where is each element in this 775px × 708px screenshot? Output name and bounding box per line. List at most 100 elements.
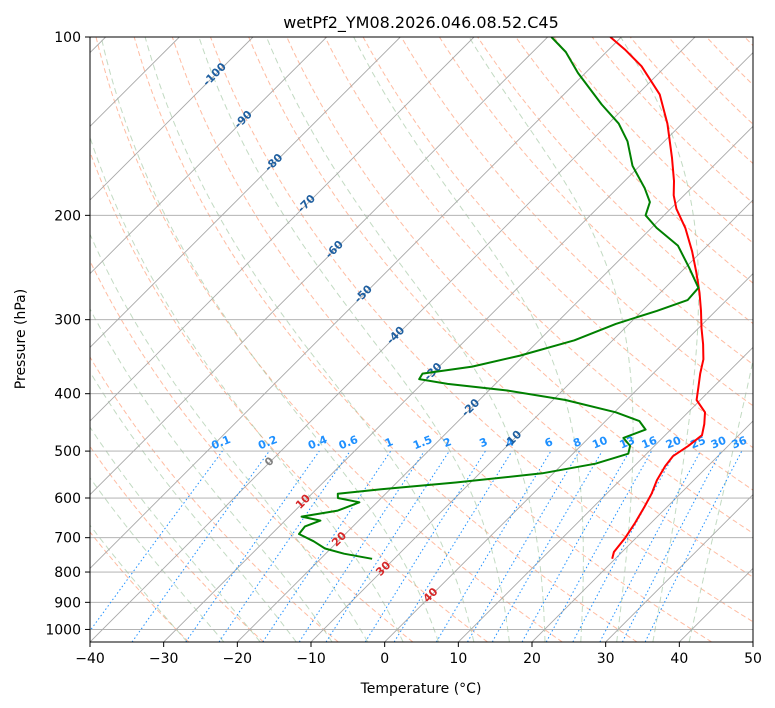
x-tick-label: 50 bbox=[744, 651, 762, 667]
mixing-ratio-line bbox=[90, 450, 223, 632]
isotherm-line bbox=[90, 37, 622, 569]
isotherm-line bbox=[605, 494, 753, 642]
moist-adiabat bbox=[90, 308, 333, 642]
moist-adiabat bbox=[198, 37, 510, 642]
x-tick-label: 30 bbox=[597, 651, 615, 667]
moist-adiabat-label: 10 bbox=[293, 491, 313, 511]
y-tick-label: 800 bbox=[54, 565, 81, 581]
x-tick-label: 40 bbox=[670, 651, 688, 667]
mixing-ratio-line bbox=[298, 450, 425, 642]
mixing-ratio-label: 1 bbox=[383, 435, 395, 450]
y-tick-label: 1000 bbox=[45, 622, 81, 638]
isotherm-line bbox=[237, 125, 753, 642]
mixing-ratio-label: 16 bbox=[640, 434, 659, 452]
mixing-ratio-line bbox=[325, 450, 450, 642]
dry-adiabat bbox=[133, 37, 638, 642]
isotherm-line bbox=[458, 346, 753, 642]
moist-adiabat bbox=[100, 37, 439, 642]
dry-adiabat bbox=[210, 37, 753, 623]
dry-adiabat bbox=[515, 37, 753, 284]
x-tick-label: −20 bbox=[223, 651, 253, 667]
x-axis-label: Temperature (°C) bbox=[360, 681, 482, 697]
y-tick-label: 700 bbox=[54, 531, 81, 547]
isotherm-line bbox=[163, 52, 753, 642]
isotherm-label: -60 bbox=[323, 238, 346, 261]
x-axis: −40 −30 −20 −10 0 10 20 30 40 50 bbox=[75, 642, 762, 667]
isotherm-line bbox=[90, 37, 327, 275]
mixing-ratio-label: 0.1 bbox=[210, 433, 233, 452]
mixing-ratio-line bbox=[644, 450, 743, 642]
isotherm-label: -40 bbox=[384, 324, 407, 347]
x-tick-label: 20 bbox=[523, 651, 541, 667]
moist-adiabat bbox=[90, 426, 261, 642]
x-tick-label: 0 bbox=[380, 651, 389, 667]
isotherm-line bbox=[384, 273, 753, 642]
dry-adiabat bbox=[591, 37, 753, 204]
moist-adiabat-label: 20 bbox=[329, 529, 349, 549]
dry-adiabat bbox=[90, 259, 414, 642]
isotherm-line bbox=[90, 37, 401, 348]
isotherm-line bbox=[752, 641, 753, 642]
isotherm-line bbox=[310, 199, 753, 642]
x-tick-label: −30 bbox=[149, 651, 179, 667]
isotherm-line bbox=[90, 37, 548, 496]
dry-adiabat bbox=[90, 150, 488, 642]
mixing-ratio-label: 20 bbox=[664, 434, 683, 452]
mixing-ratio-line bbox=[435, 450, 552, 642]
moist-adiabat bbox=[90, 135, 404, 642]
y-tick-label: 400 bbox=[54, 387, 81, 403]
mixing-ratio-label: 8 bbox=[571, 435, 583, 450]
moist-adiabat bbox=[468, 37, 634, 642]
isotherm-label: -50 bbox=[352, 282, 375, 305]
y-tick-label: 200 bbox=[54, 208, 81, 224]
mixing-ratio-line bbox=[393, 450, 513, 642]
isotherm-label: -70 bbox=[295, 192, 318, 215]
mixing-ratio-label: 3 bbox=[477, 435, 489, 450]
plot-area: 0.1 0.2 0.4 0.6 1 1.5 2 3 4 6 8 10 13 16 20 25 30 36-100-… bbox=[90, 37, 753, 642]
dry-adiabat bbox=[90, 531, 190, 642]
dry-adiabat bbox=[668, 37, 753, 125]
dry-adiabat bbox=[553, 37, 753, 244]
isotherm-label: -100 bbox=[200, 60, 229, 89]
mixing-ratio-label: 36 bbox=[730, 434, 749, 452]
isotherm-label: -10 bbox=[501, 428, 524, 451]
moist-adiabat bbox=[90, 476, 225, 642]
x-tick-label: −40 bbox=[75, 651, 105, 667]
mixing-ratio-line bbox=[599, 450, 701, 642]
dry-adiabat bbox=[90, 445, 264, 642]
mixing-ratio-line bbox=[262, 450, 392, 642]
mixing-ratio-label: 2 bbox=[441, 435, 453, 450]
mixing-ratio-label: 30 bbox=[709, 434, 728, 452]
moist-adiabat bbox=[353, 37, 584, 642]
dry-adiabat bbox=[438, 37, 753, 366]
isotherm-label: -80 bbox=[262, 151, 285, 174]
dry-adiabat bbox=[362, 37, 753, 449]
dry-adiabat bbox=[400, 37, 753, 407]
y-tick-label: 900 bbox=[54, 595, 81, 611]
y-tick-label: 300 bbox=[54, 313, 81, 329]
moist-adiabat bbox=[688, 358, 753, 642]
x-tick-label: −10 bbox=[296, 651, 326, 667]
temperature-profile-line bbox=[609, 37, 706, 560]
x-tick-label: 10 bbox=[449, 651, 467, 667]
y-axis-label: Pressure (hPa) bbox=[13, 289, 29, 389]
dry-adiabat bbox=[706, 37, 753, 86]
dry-adiabat bbox=[90, 356, 339, 642]
mixing-ratio-line bbox=[621, 450, 722, 642]
mixing-ratio-label: 0.2 bbox=[256, 433, 279, 452]
moist-adiabat bbox=[90, 524, 188, 642]
y-tick-label: 500 bbox=[54, 444, 81, 460]
mixing-ratio-line bbox=[572, 450, 677, 642]
mixing-ratio-label: 1.5 bbox=[411, 433, 434, 452]
mixing-ratio-line bbox=[521, 450, 630, 642]
isotherm-label: -20 bbox=[459, 396, 482, 419]
y-tick-label: 600 bbox=[54, 491, 81, 507]
dry-adiabat bbox=[171, 37, 712, 642]
isotherm-line bbox=[90, 37, 696, 642]
dry-adiabat bbox=[95, 37, 563, 642]
moist-adiabat bbox=[90, 233, 369, 642]
dry-adiabat bbox=[248, 37, 753, 578]
chart-title: wetPf2_YM08.2026.046.08.52.C45 bbox=[283, 13, 559, 33]
y-tick-label: 100 bbox=[54, 30, 81, 46]
